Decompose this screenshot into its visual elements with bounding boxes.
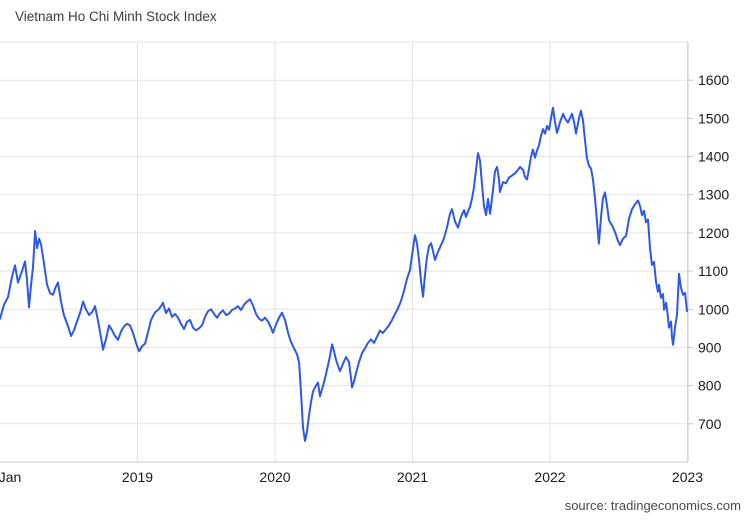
chart-title: Vietnam Ho Chi Minh Stock Index bbox=[15, 9, 217, 24]
y-tick-label: 1000 bbox=[698, 301, 729, 317]
x-tick-label: 2020 bbox=[259, 469, 290, 485]
x-tick-label: 2021 bbox=[397, 469, 428, 485]
y-tick-label: 1400 bbox=[698, 149, 729, 165]
x-tick-label: Jan bbox=[0, 469, 21, 485]
y-tick-label: 800 bbox=[698, 378, 722, 394]
x-tick-label: 2023 bbox=[672, 469, 703, 485]
source-attribution: source: tradingeconomics.com bbox=[564, 498, 741, 513]
y-tick-label: 1600 bbox=[698, 72, 729, 88]
y-tick-label: 1300 bbox=[698, 187, 729, 203]
x-tick-label: 2019 bbox=[122, 469, 153, 485]
y-tick-label: 1500 bbox=[698, 110, 729, 126]
price-series-line bbox=[0, 106, 688, 442]
y-tick-label: 1100 bbox=[698, 263, 728, 279]
y-tick-label: 1200 bbox=[698, 225, 729, 241]
x-tick-label: 2022 bbox=[534, 469, 565, 485]
y-tick-label: 700 bbox=[698, 416, 722, 432]
y-tick-label: 900 bbox=[698, 340, 722, 356]
